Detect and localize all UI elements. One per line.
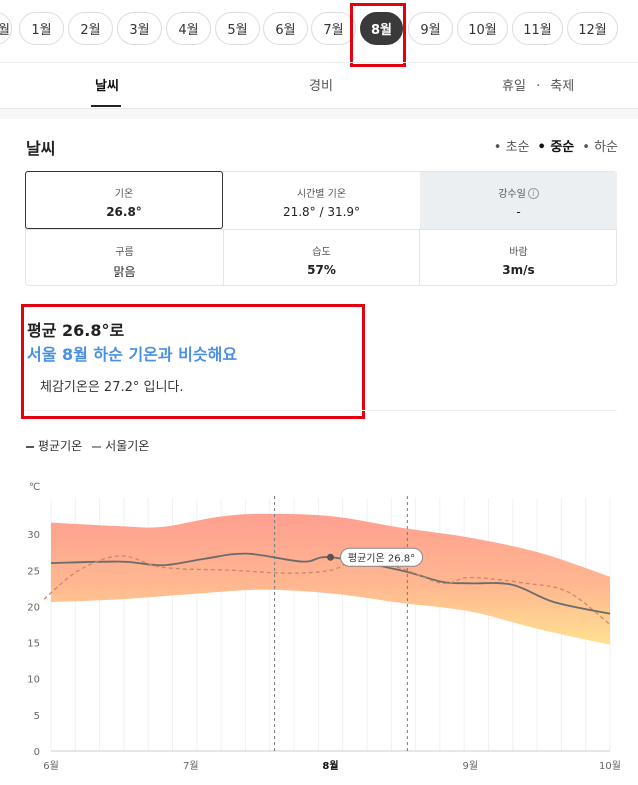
month-label: 월 <box>0 23 10 38</box>
stat-temperature[interactable]: 기온 26.8° <box>25 171 223 229</box>
stat-value: 26.8° <box>106 205 142 219</box>
tab-festival-label: 축제 <box>550 79 575 94</box>
month-label: 6월 <box>275 23 296 38</box>
month-label: 10월 <box>468 23 497 38</box>
y-tick-label: 25 <box>27 566 40 577</box>
info-icon[interactable]: i <box>527 188 539 199</box>
stat-label: 기온 <box>114 189 134 200</box>
weather-section-title: 날씨 <box>26 139 56 158</box>
stat-value: - <box>516 205 521 219</box>
month-pill-6[interactable]: 6월 <box>263 12 308 45</box>
month-pill-4[interactable]: 4월 <box>166 12 211 45</box>
y-tick-label: 0 <box>34 747 40 758</box>
month-label: 3월 <box>129 23 150 38</box>
section-separator <box>0 109 638 119</box>
stat-label: 습도 <box>312 247 331 258</box>
tab-cost[interactable]: 경비 <box>309 79 333 94</box>
month-label: 7월 <box>323 23 344 38</box>
temperature-range-band <box>51 513 610 645</box>
stat-label: 강수일 <box>498 189 526 200</box>
series-seoul-line <box>43 555 611 626</box>
x-tick-label: 6월 <box>43 760 59 772</box>
stat-rain-days[interactable]: 강수일 i - <box>420 172 617 229</box>
weather-stats-grid: 기온 26.8° 시간별 기온 21.8° / 31.9° 강수일 i - 구름 … <box>25 171 617 286</box>
stat-label: 바람 <box>509 247 528 258</box>
stat-cloud[interactable]: 구름 맑음 <box>26 229 223 286</box>
period-selector: • 초순 • 중순 • 하순 <box>494 136 618 155</box>
stat-label: 구름 <box>115 247 134 258</box>
period-late[interactable]: • 하순 <box>582 140 618 155</box>
month-pill-3[interactable]: 3월 <box>117 12 162 45</box>
tab-weather[interactable]: 날씨 <box>95 79 119 94</box>
dashed-line-icon <box>92 445 102 448</box>
x-tick-label: 9월 <box>462 760 478 772</box>
x-tick-label: 10월 <box>599 760 621 772</box>
stat-value: 57% <box>307 263 336 277</box>
stat-humidity[interactable]: 습도 57% <box>223 229 420 286</box>
y-tick-label: 30 <box>27 530 40 541</box>
tab-separator-dot: · <box>536 79 541 94</box>
tab-holiday-festival[interactable]: 휴일 · 축제 <box>502 75 574 94</box>
x-tick-label: 7월 <box>183 760 199 772</box>
feels-like-note: 체감기온은 27.2° 입니다. <box>40 380 184 395</box>
month-label: 9월 <box>420 23 441 38</box>
active-tab-underline <box>91 105 121 107</box>
stat-value: 맑음 <box>113 265 136 279</box>
y-tick-label: 10 <box>27 675 40 686</box>
tab-holiday-label: 휴일 <box>502 79 526 94</box>
average-temp-comparison: 서울 8월 하순 기온과 비슷해요 <box>27 345 238 364</box>
y-tick-label: 20 <box>27 602 40 613</box>
month-pill-12[interactable]: 12월 <box>567 12 618 45</box>
month-label: 2월 <box>80 23 101 38</box>
average-temp-title: 평균 26.8°로 <box>27 321 125 340</box>
month-pill-partial[interactable]: 월 <box>0 12 12 45</box>
legend-seoul: 서울기온 <box>92 437 149 454</box>
stat-value: 21.8° / 31.9° <box>282 205 361 219</box>
month-label: 4월 <box>178 23 199 38</box>
month-label: 1월 <box>31 23 52 38</box>
tab-bar: 날씨 경비 휴일 · 축제 <box>0 62 638 109</box>
temperature-chart: 0 5 10 15 20 25 30 ℃ 6월 7월 8월 9월 10월 평균기온 26.8° <box>27 482 621 772</box>
month-pill-5[interactable]: 5월 <box>215 12 260 45</box>
month-pill-9[interactable]: 9월 <box>408 12 453 45</box>
stat-hourly-temp[interactable]: 시간별 기온 21.8° / 31.9° <box>223 172 420 229</box>
month-selector: 월 1월 2월 3월 4월 5월 6월 7월 8월 9월 10월 11월 12월 <box>0 0 638 62</box>
month-label: 5월 <box>227 23 248 38</box>
month-label: 8월 <box>370 23 392 38</box>
chart-legend: 평균기온 서울기온 <box>26 437 149 454</box>
month-pill-1[interactable]: 1월 <box>19 12 64 45</box>
month-label: 11월 <box>523 23 552 38</box>
stat-label: 시간별 기온 <box>296 189 347 200</box>
highlight-box-summary <box>21 304 365 419</box>
stat-value: 3m/s <box>502 263 535 277</box>
month-pill-2[interactable]: 2월 <box>68 12 113 45</box>
marker-tooltip-label: 평균기온 26.8° <box>348 552 415 564</box>
average-marker-dot <box>327 553 334 561</box>
y-unit-label: ℃ <box>29 482 40 493</box>
x-tick-label: 8월 <box>322 760 338 772</box>
y-tick-label: 15 <box>27 639 40 650</box>
period-early[interactable]: • 초순 <box>493 140 530 155</box>
month-pill-10[interactable]: 10월 <box>457 12 508 45</box>
highlight-box-month <box>350 3 406 67</box>
month-label: 12월 <box>578 23 607 38</box>
month-pill-8-selected[interactable]: 8월 <box>360 12 403 45</box>
divider <box>25 410 617 411</box>
period-mid-selected[interactable]: • 중순 <box>537 140 575 155</box>
legend-average: 평균기온 <box>26 437 82 454</box>
y-tick-label: 5 <box>34 711 40 722</box>
stat-wind[interactable]: 바람 3m/s <box>420 229 617 286</box>
month-pill-11[interactable]: 11월 <box>512 12 563 45</box>
solid-line-icon <box>26 445 34 448</box>
month-pill-7[interactable]: 7월 <box>311 12 356 45</box>
marker-tooltip-box <box>340 547 423 567</box>
